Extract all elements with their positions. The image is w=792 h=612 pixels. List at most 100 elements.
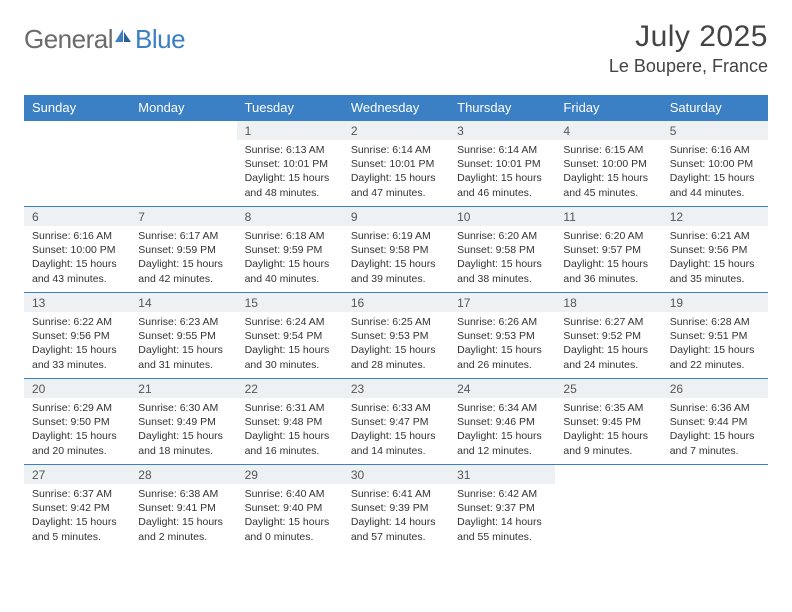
- daylight-line: Daylight: 15 hours and 24 minutes.: [563, 343, 653, 371]
- sunrise-line: Sunrise: 6:27 AM: [563, 315, 653, 329]
- day-details: Sunrise: 6:28 AMSunset: 9:51 PMDaylight:…: [662, 312, 768, 376]
- day-number: 6: [24, 207, 130, 226]
- day-header: Saturday: [662, 95, 768, 121]
- day-number: 31: [449, 465, 555, 484]
- day-details: Sunrise: 6:24 AMSunset: 9:54 PMDaylight:…: [237, 312, 343, 376]
- sunset-line: Sunset: 9:39 PM: [351, 501, 441, 515]
- sunset-line: Sunset: 9:37 PM: [457, 501, 547, 515]
- sunset-line: Sunset: 9:51 PM: [670, 329, 760, 343]
- sunrise-line: Sunrise: 6:16 AM: [32, 229, 122, 243]
- day-number: 5: [662, 121, 768, 140]
- sunset-line: Sunset: 9:42 PM: [32, 501, 122, 515]
- calendar-cell: 3Sunrise: 6:14 AMSunset: 10:01 PMDayligh…: [449, 121, 555, 207]
- day-number: 15: [237, 293, 343, 312]
- day-details: Sunrise: 6:21 AMSunset: 9:56 PMDaylight:…: [662, 226, 768, 290]
- sunset-line: Sunset: 9:41 PM: [138, 501, 228, 515]
- day-details: Sunrise: 6:15 AMSunset: 10:00 PMDaylight…: [555, 140, 661, 204]
- daylight-line: Daylight: 15 hours and 5 minutes.: [32, 515, 122, 543]
- logo-sail-icon: [113, 27, 133, 43]
- calendar-cell: 13Sunrise: 6:22 AMSunset: 9:56 PMDayligh…: [24, 293, 130, 379]
- logo-text-part1: General: [24, 24, 113, 55]
- day-header: Monday: [130, 95, 236, 121]
- calendar-cell: 10Sunrise: 6:20 AMSunset: 9:58 PMDayligh…: [449, 207, 555, 293]
- day-details: Sunrise: 6:38 AMSunset: 9:41 PMDaylight:…: [130, 484, 236, 548]
- day-number: 18: [555, 293, 661, 312]
- daylight-line: Daylight: 15 hours and 0 minutes.: [245, 515, 335, 543]
- day-number: 16: [343, 293, 449, 312]
- day-number: 1: [237, 121, 343, 140]
- day-number: 19: [662, 293, 768, 312]
- day-number: 7: [130, 207, 236, 226]
- calendar-cell: [24, 121, 130, 207]
- daylight-line: Daylight: 15 hours and 22 minutes.: [670, 343, 760, 371]
- logo-text-part2: Blue: [135, 24, 185, 55]
- calendar-cell: 28Sunrise: 6:38 AMSunset: 9:41 PMDayligh…: [130, 465, 236, 551]
- day-details: Sunrise: 6:23 AMSunset: 9:55 PMDaylight:…: [130, 312, 236, 376]
- calendar-cell: 22Sunrise: 6:31 AMSunset: 9:48 PMDayligh…: [237, 379, 343, 465]
- sunset-line: Sunset: 10:00 PM: [670, 157, 760, 171]
- daylight-line: Daylight: 15 hours and 33 minutes.: [32, 343, 122, 371]
- calendar-cell: 26Sunrise: 6:36 AMSunset: 9:44 PMDayligh…: [662, 379, 768, 465]
- day-details: Sunrise: 6:31 AMSunset: 9:48 PMDaylight:…: [237, 398, 343, 462]
- day-number: 8: [237, 207, 343, 226]
- calendar-cell: 11Sunrise: 6:20 AMSunset: 9:57 PMDayligh…: [555, 207, 661, 293]
- sunrise-line: Sunrise: 6:36 AM: [670, 401, 760, 415]
- sunset-line: Sunset: 9:59 PM: [245, 243, 335, 257]
- day-number: 26: [662, 379, 768, 398]
- day-number: 14: [130, 293, 236, 312]
- sunset-line: Sunset: 9:45 PM: [563, 415, 653, 429]
- calendar-cell: 7Sunrise: 6:17 AMSunset: 9:59 PMDaylight…: [130, 207, 236, 293]
- sunset-line: Sunset: 9:46 PM: [457, 415, 547, 429]
- calendar-cell: 29Sunrise: 6:40 AMSunset: 9:40 PMDayligh…: [237, 465, 343, 551]
- sunset-line: Sunset: 9:56 PM: [32, 329, 122, 343]
- day-details: Sunrise: 6:13 AMSunset: 10:01 PMDaylight…: [237, 140, 343, 204]
- sunset-line: Sunset: 9:54 PM: [245, 329, 335, 343]
- day-details: Sunrise: 6:35 AMSunset: 9:45 PMDaylight:…: [555, 398, 661, 462]
- calendar-cell: 2Sunrise: 6:14 AMSunset: 10:01 PMDayligh…: [343, 121, 449, 207]
- sunrise-line: Sunrise: 6:13 AM: [245, 143, 335, 157]
- sunrise-line: Sunrise: 6:37 AM: [32, 487, 122, 501]
- sunrise-line: Sunrise: 6:21 AM: [670, 229, 760, 243]
- day-details: Sunrise: 6:20 AMSunset: 9:57 PMDaylight:…: [555, 226, 661, 290]
- calendar-cell: 4Sunrise: 6:15 AMSunset: 10:00 PMDayligh…: [555, 121, 661, 207]
- location-label: Le Boupere, France: [609, 56, 768, 77]
- calendar-cell: 15Sunrise: 6:24 AMSunset: 9:54 PMDayligh…: [237, 293, 343, 379]
- calendar-cell: [555, 465, 661, 551]
- daylight-line: Daylight: 15 hours and 40 minutes.: [245, 257, 335, 285]
- day-number: 13: [24, 293, 130, 312]
- sunrise-line: Sunrise: 6:31 AM: [245, 401, 335, 415]
- daylight-line: Daylight: 15 hours and 26 minutes.: [457, 343, 547, 371]
- calendar-cell: 24Sunrise: 6:34 AMSunset: 9:46 PMDayligh…: [449, 379, 555, 465]
- day-number: 29: [237, 465, 343, 484]
- sunrise-line: Sunrise: 6:42 AM: [457, 487, 547, 501]
- sunset-line: Sunset: 9:58 PM: [457, 243, 547, 257]
- calendar-cell: 21Sunrise: 6:30 AMSunset: 9:49 PMDayligh…: [130, 379, 236, 465]
- logo: General Blue: [24, 20, 185, 55]
- day-header: Sunday: [24, 95, 130, 121]
- calendar-cell: 20Sunrise: 6:29 AMSunset: 9:50 PMDayligh…: [24, 379, 130, 465]
- day-number: 28: [130, 465, 236, 484]
- page-title: July 2025: [609, 20, 768, 54]
- sunrise-line: Sunrise: 6:15 AM: [563, 143, 653, 157]
- sunrise-line: Sunrise: 6:25 AM: [351, 315, 441, 329]
- day-number: 11: [555, 207, 661, 226]
- sunrise-line: Sunrise: 6:20 AM: [457, 229, 547, 243]
- sunset-line: Sunset: 9:44 PM: [670, 415, 760, 429]
- sunrise-line: Sunrise: 6:14 AM: [457, 143, 547, 157]
- sunset-line: Sunset: 9:55 PM: [138, 329, 228, 343]
- calendar-cell: 31Sunrise: 6:42 AMSunset: 9:37 PMDayligh…: [449, 465, 555, 551]
- sunrise-line: Sunrise: 6:19 AM: [351, 229, 441, 243]
- day-number: 3: [449, 121, 555, 140]
- day-number: 23: [343, 379, 449, 398]
- sunrise-line: Sunrise: 6:41 AM: [351, 487, 441, 501]
- day-number: 10: [449, 207, 555, 226]
- day-number: 4: [555, 121, 661, 140]
- sunset-line: Sunset: 9:49 PM: [138, 415, 228, 429]
- sunset-line: Sunset: 10:00 PM: [563, 157, 653, 171]
- header: General Blue July 2025 Le Boupere, Franc…: [24, 20, 768, 77]
- daylight-line: Daylight: 15 hours and 12 minutes.: [457, 429, 547, 457]
- sunrise-line: Sunrise: 6:35 AM: [563, 401, 653, 415]
- day-details: Sunrise: 6:16 AMSunset: 10:00 PMDaylight…: [662, 140, 768, 204]
- calendar-cell: 16Sunrise: 6:25 AMSunset: 9:53 PMDayligh…: [343, 293, 449, 379]
- day-details: Sunrise: 6:18 AMSunset: 9:59 PMDaylight:…: [237, 226, 343, 290]
